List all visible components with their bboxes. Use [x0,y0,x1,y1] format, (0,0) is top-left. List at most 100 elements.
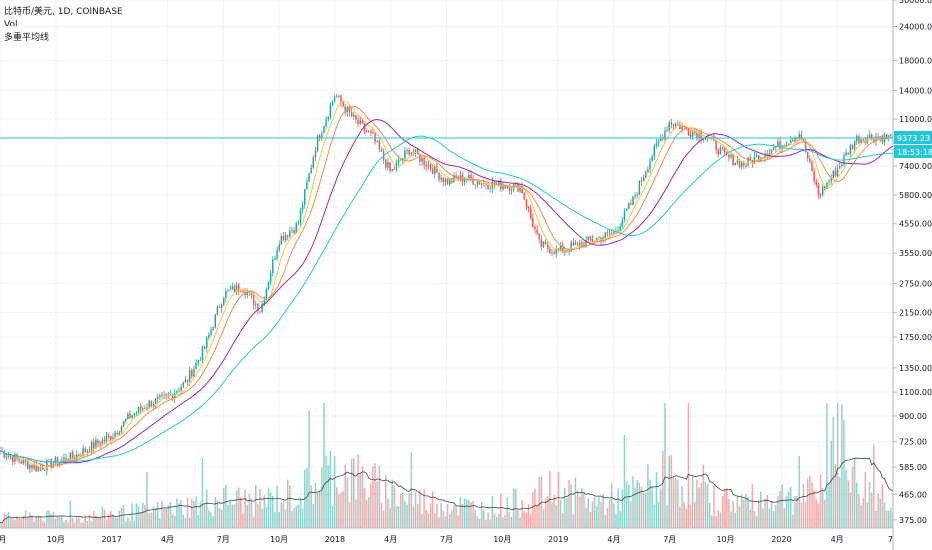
candle-body [171,394,174,399]
volume-bar [890,507,892,528]
candle-body [212,327,214,330]
volume-bar [125,521,127,528]
volume-bar [604,515,607,528]
volume-bar [203,503,206,528]
candle-body [870,134,873,139]
candle-body [649,161,651,170]
volume-bar [525,512,528,528]
volume-bar [135,503,138,528]
candle-body [638,180,641,195]
candle-body [22,459,25,464]
volume-bar [110,511,112,528]
candle-body [314,151,317,158]
candle-body [129,413,131,419]
volume-bar [359,473,361,528]
candle-body [632,196,634,205]
candle-body [235,284,238,293]
candle-body [570,242,572,252]
candle-body [133,413,136,416]
candle-body [519,186,521,192]
volume-bar [636,480,638,528]
candle-body [103,439,106,441]
volume-bar [116,517,118,528]
candle-body [182,382,185,388]
candle-body [536,229,538,234]
candle-body [135,412,138,414]
volume-bar [561,513,564,528]
volume-bar [600,502,602,528]
volume-bar [715,516,717,528]
volume-bar [647,464,649,528]
price-axis[interactable]: 30000.00 24000.00 18000.00 14000.00 11000.00… [892,0,932,550]
volume-bar [681,486,683,528]
candle-body [97,440,99,444]
candle-body [127,413,129,420]
candle-body [860,139,862,144]
candle-body [679,124,681,130]
candle-body [815,181,818,185]
volume-indicator-label[interactable]: Vol [4,20,18,30]
volume-bar [231,504,234,528]
candle-body [389,162,391,171]
candle-body [442,177,445,182]
price-tick-label: 11000.00 [899,115,932,124]
candle-body [274,258,276,260]
volume-bar [875,510,877,528]
volume-bar [619,510,621,528]
volume-bar [753,510,756,528]
volume-bar [792,514,794,528]
volume-bar [316,492,319,528]
volume-bar [627,484,630,528]
candle-body [139,406,142,410]
volume-bar [708,502,711,528]
volume-bar [212,516,214,528]
candle-body [131,415,133,419]
time-axis[interactable]: 7月 10月 2017 4月 7月 10月 2018 4月 7月 10月 2019 4月 7月 10月 20… [0,527,893,544]
volume-bar [585,508,587,528]
volume-bar [261,508,263,528]
candle-body [419,154,421,162]
candle-body [583,242,585,247]
candle-body [399,159,402,161]
candle-body [879,136,881,138]
volume-bar [257,504,259,528]
volume-bar [512,488,515,528]
volume-bar [101,506,104,528]
candle-body [367,131,370,132]
volume-bar [56,516,59,528]
symbol-title[interactable]: 比特币/美元, 1D, COINBASE [4,7,123,17]
volume-bar [146,472,148,528]
volume-bar [444,516,447,528]
volume-bar [858,494,860,528]
candle-body [282,235,285,241]
volume-bar [29,512,31,528]
time-tick-label: 2018 [325,535,345,544]
candle-body [700,132,702,139]
volume-bar [86,521,89,528]
volume-bar [596,506,598,528]
candle-body [608,232,611,235]
candle-body [75,454,78,460]
volume-bar [58,516,61,528]
volume-bar [278,512,280,528]
moving-average-indicator-label[interactable]: 多重平均线 [4,33,50,43]
candle-body [154,398,157,405]
candle-body [263,300,266,304]
volume-bar [65,519,67,528]
volume-bar [142,502,144,528]
volume-bar [689,504,692,528]
volume-bar [154,508,157,528]
volume-bar [295,505,297,528]
volume-bar [46,510,48,528]
volume-bar [376,481,378,528]
candles [0,93,894,476]
volume-bar [500,493,502,528]
volume-bar [286,479,289,528]
candle-body [255,303,257,305]
volume-bar [807,478,809,528]
volume-bar [672,478,675,528]
volume-bar [385,474,387,528]
volume-bar [31,514,33,528]
volume-bar [800,502,803,528]
